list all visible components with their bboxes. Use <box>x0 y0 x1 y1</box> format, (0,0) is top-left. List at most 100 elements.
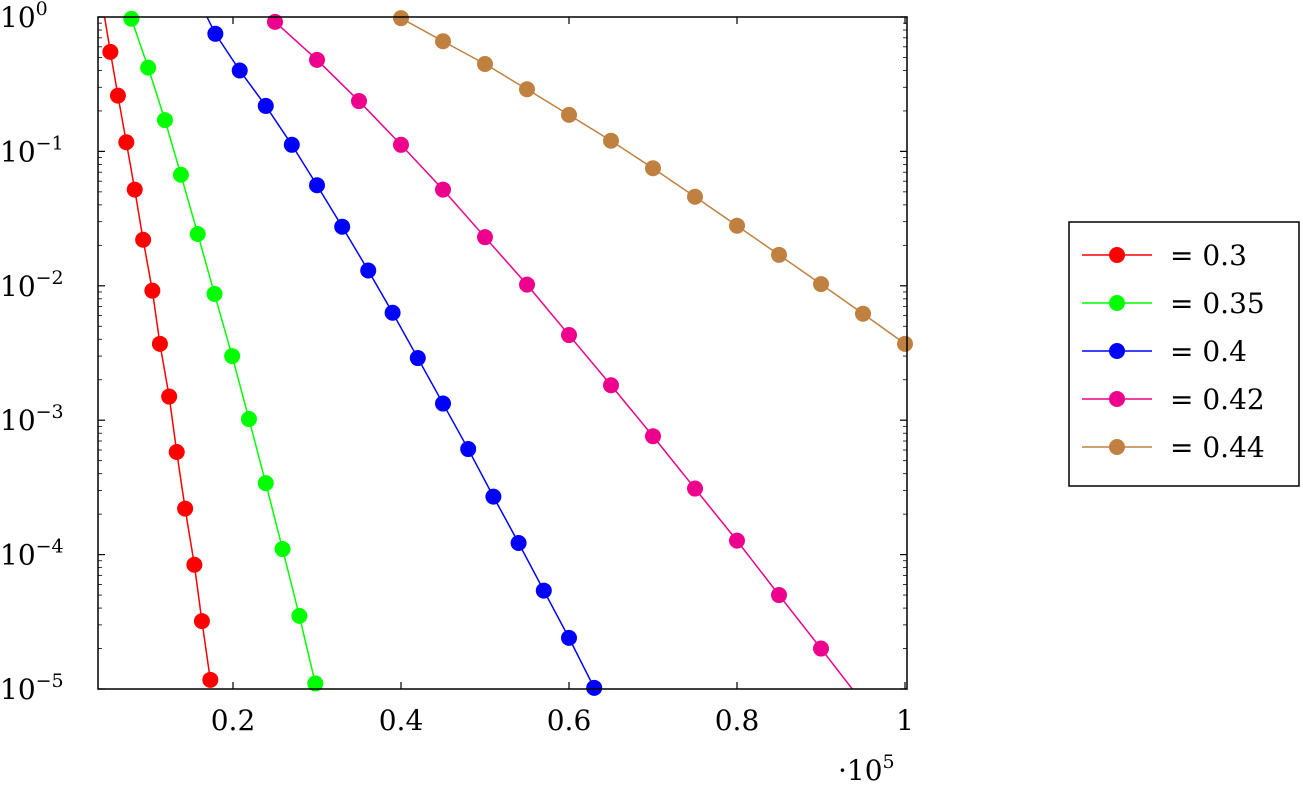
data-point <box>485 488 502 505</box>
data-point <box>126 181 143 198</box>
data-point <box>729 217 745 234</box>
y-tick-label: 10−3 <box>0 401 64 437</box>
data-point <box>897 335 913 352</box>
data-point <box>123 10 140 27</box>
data-point <box>855 305 871 322</box>
data-point <box>519 81 535 98</box>
data-point <box>177 500 194 517</box>
legend-marker <box>1109 343 1125 359</box>
data-point <box>603 132 619 149</box>
data-point <box>519 276 535 293</box>
data-point <box>207 25 224 42</box>
data-point <box>257 475 274 492</box>
data-point <box>435 395 451 412</box>
x-tick-label: 0.6 <box>547 704 592 737</box>
data-point <box>257 97 274 114</box>
data-point <box>309 51 325 68</box>
data-point <box>645 428 661 445</box>
x-tick-labels: 0.2 0.4 0.6 0.8 1 <box>211 704 914 737</box>
data-point <box>186 556 203 573</box>
legend-label: = 0.4 <box>1170 335 1247 368</box>
data-point <box>729 532 745 549</box>
data-point <box>771 587 787 604</box>
data-point <box>334 218 351 235</box>
data-point <box>460 441 477 458</box>
data-point <box>603 377 619 394</box>
series-line <box>274 21 854 689</box>
data-point <box>393 136 409 153</box>
data-point <box>435 33 451 50</box>
x-tick-label: 0.2 <box>211 704 256 737</box>
data-point <box>477 55 493 72</box>
data-point <box>168 443 185 460</box>
data-point <box>140 59 157 76</box>
data-point <box>309 177 325 194</box>
data-point <box>291 607 308 624</box>
data-point <box>135 231 152 248</box>
data-point <box>771 246 787 263</box>
data-point <box>351 93 367 110</box>
data-point <box>102 43 119 60</box>
y-tick-label: 10−5 <box>0 670 64 706</box>
legend-label: = 0.35 <box>1170 287 1265 320</box>
legend-marker <box>1109 247 1125 263</box>
data-point <box>283 136 300 153</box>
legend-marker <box>1109 295 1125 311</box>
x-tick-label: 0.4 <box>379 704 424 737</box>
data-point <box>687 188 703 205</box>
data-point <box>477 229 493 246</box>
data-point <box>109 87 126 104</box>
data-point <box>435 181 451 198</box>
data-point <box>384 304 401 321</box>
y-tick-label: 10−4 <box>0 536 64 572</box>
data-point <box>307 675 324 692</box>
data-point <box>687 480 703 497</box>
series-lines <box>103 17 906 689</box>
data-point <box>224 348 241 365</box>
data-point <box>561 106 577 123</box>
legend-marker <box>1109 391 1125 407</box>
series-line <box>130 18 317 684</box>
data-point <box>151 335 168 352</box>
y-tick-label: 10−2 <box>0 267 64 303</box>
legend-marker <box>1109 439 1125 455</box>
data-point <box>161 388 178 405</box>
data-point <box>118 134 135 151</box>
data-point <box>156 112 173 129</box>
y-tick-labels: 100 10−1 10−2 10−3 10−4 10−5 <box>0 0 64 706</box>
series-markers <box>102 10 913 696</box>
legend-label: = 0.44 <box>1170 431 1265 464</box>
x-scale-label: ·105 <box>838 751 895 787</box>
series-line <box>400 17 906 345</box>
y-tick-label: 10−1 <box>0 132 64 168</box>
data-point <box>813 640 829 657</box>
x-tick-label: 1 <box>896 704 914 737</box>
legend-label: = 0.3 <box>1170 239 1247 272</box>
data-point <box>561 629 577 646</box>
axis-ticks <box>98 16 907 690</box>
data-point <box>586 679 603 696</box>
plot-frame <box>97 16 908 690</box>
data-point <box>409 350 426 367</box>
data-point <box>231 62 248 79</box>
data-point <box>274 541 291 558</box>
data-point <box>202 671 219 688</box>
legend-box <box>1068 221 1300 487</box>
x-tick-label: 0.8 <box>715 704 760 737</box>
data-point <box>561 327 577 344</box>
data-point <box>535 582 552 599</box>
legend-label: = 0.42 <box>1170 383 1265 416</box>
data-point <box>144 282 161 299</box>
data-point <box>267 13 283 30</box>
y-tick-label: 100 <box>0 0 48 34</box>
data-point <box>813 276 829 293</box>
legend: = 0.3 = 0.35 = 0.4 = 0.42 = 0.44 <box>1068 221 1300 487</box>
data-point <box>393 10 409 27</box>
data-point <box>189 225 206 242</box>
data-point <box>240 411 257 428</box>
data-point <box>206 285 223 302</box>
data-point <box>172 166 189 183</box>
data-point <box>360 262 377 279</box>
data-point <box>645 160 661 177</box>
